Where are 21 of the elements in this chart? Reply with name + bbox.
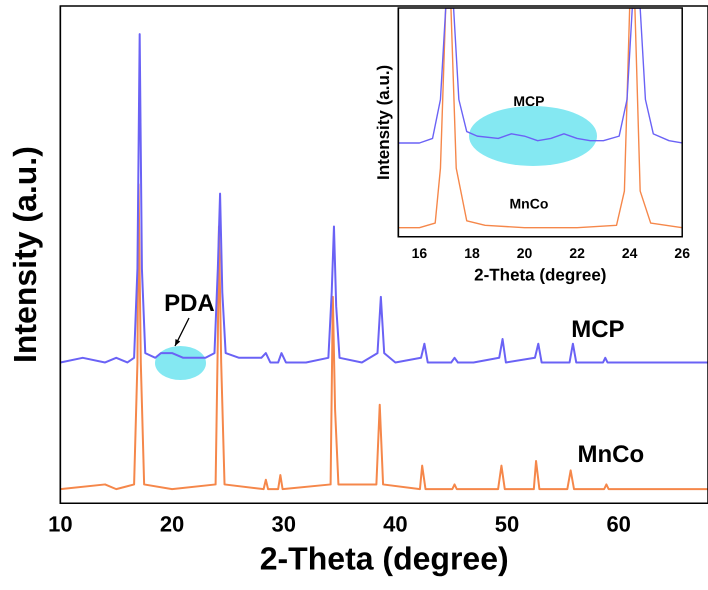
annotation: PDA [164,290,215,318]
x-axis-title: 2-Theta (degree) [474,265,606,284]
x-tick-label: 20 [160,511,184,536]
x-tick-label: 60 [606,511,631,536]
x-tick-label: 40 [383,511,408,536]
x-tick-label: 24 [622,245,638,262]
series-label: MCP [571,316,625,344]
x-tick-label: 20 [516,245,533,262]
x-tick-label: 10 [48,511,73,536]
x-tick-label: 18 [464,245,480,262]
x-tick-label: 26 [674,245,690,262]
x-tick-label: 30 [271,511,296,536]
x-tick-label: 22 [569,245,586,262]
series-label: MCP [513,92,545,109]
x-axis-title: 2-Theta (degree) [260,540,509,577]
series-label: MnCo [510,196,548,212]
series-label: MnCo [578,440,644,468]
x-tick-label: 50 [494,511,520,536]
x-tick-label: 16 [412,245,428,262]
y-axis-title: Intensity (a.u.) [7,146,44,364]
y-axis-title: Intensity (a.u.) [374,64,393,180]
